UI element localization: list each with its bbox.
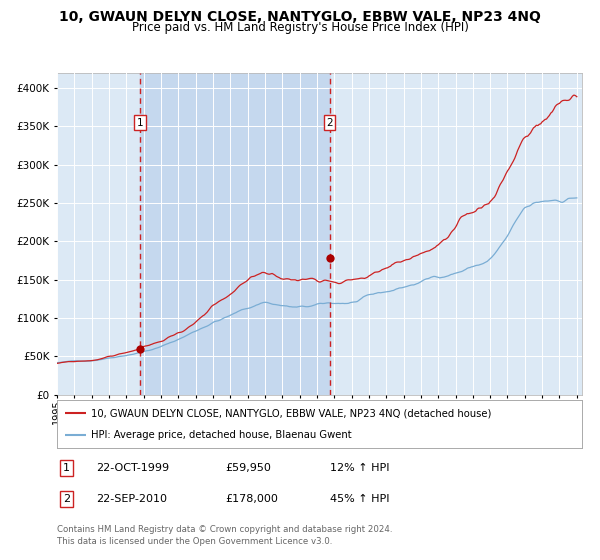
Text: 10, GWAUN DELYN CLOSE, NANTYGLO, EBBW VALE, NP23 4NQ: 10, GWAUN DELYN CLOSE, NANTYGLO, EBBW VA… xyxy=(59,10,541,24)
Text: 22-SEP-2010: 22-SEP-2010 xyxy=(97,494,167,504)
Text: 2: 2 xyxy=(326,118,333,128)
Text: 10, GWAUN DELYN CLOSE, NANTYGLO, EBBW VALE, NP23 4NQ (detached house): 10, GWAUN DELYN CLOSE, NANTYGLO, EBBW VA… xyxy=(91,408,491,418)
Text: 2: 2 xyxy=(63,494,70,504)
Text: 45% ↑ HPI: 45% ↑ HPI xyxy=(330,494,389,504)
Text: 1: 1 xyxy=(137,118,143,128)
Text: £59,950: £59,950 xyxy=(225,463,271,473)
Text: HPI: Average price, detached house, Blaenau Gwent: HPI: Average price, detached house, Blae… xyxy=(91,430,352,440)
Text: 22-OCT-1999: 22-OCT-1999 xyxy=(97,463,170,473)
Text: £178,000: £178,000 xyxy=(225,494,278,504)
Bar xyxy=(140,73,329,395)
Text: Contains HM Land Registry data © Crown copyright and database right 2024.
This d: Contains HM Land Registry data © Crown c… xyxy=(57,525,392,546)
Text: 1: 1 xyxy=(63,463,70,473)
Text: Price paid vs. HM Land Registry's House Price Index (HPI): Price paid vs. HM Land Registry's House … xyxy=(131,21,469,34)
Text: 12% ↑ HPI: 12% ↑ HPI xyxy=(330,463,389,473)
